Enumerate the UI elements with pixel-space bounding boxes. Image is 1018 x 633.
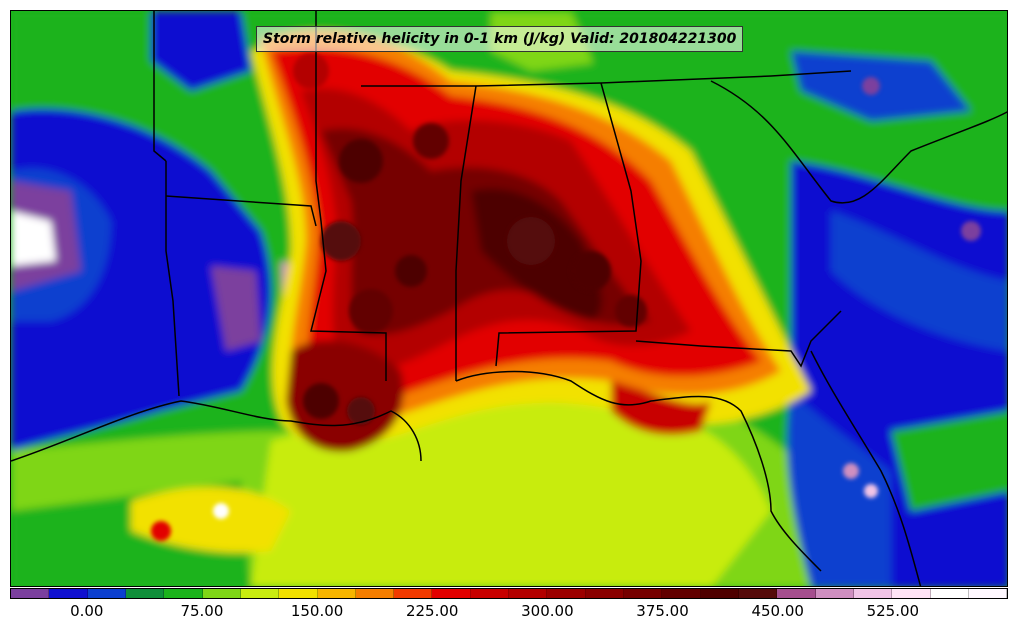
colorbar-segment [585, 589, 624, 598]
colorbar-segment [930, 589, 969, 598]
map-panel: Storm relative helicity in 0-1 km (J/kg)… [10, 10, 1008, 587]
colorbar-tick-label: 75.00 [180, 602, 224, 620]
colorbar-segment [662, 589, 701, 598]
colorbar-segment [470, 589, 510, 598]
helicity-field [11, 11, 1007, 586]
colorbar-segment [432, 589, 471, 598]
colorbar-segment [11, 589, 50, 598]
colorbar-segment [202, 589, 241, 598]
colorbar-segment [547, 589, 586, 598]
colorbar-segment [968, 589, 1008, 598]
colorbar-segment [777, 589, 816, 598]
colorbar-segment [164, 589, 203, 598]
map-title: Storm relative helicity in 0-1 km (J/kg)… [256, 26, 744, 52]
colorbar-segment [240, 589, 280, 598]
colorbar-segment [49, 589, 88, 598]
colorbar-segment [892, 589, 931, 598]
colorbar-segment [509, 589, 548, 598]
colorbar [10, 588, 1008, 599]
colorbar-segment [125, 589, 165, 598]
colorbar-tick-label: 375.00 [636, 602, 689, 620]
colorbar-labels: 0.00 75.00 150.00 225.00 300.00 375.00 450.00 5… [10, 602, 1008, 622]
colorbar-tick-label: 300.00 [521, 602, 574, 620]
colorbar-tick-label: 150.00 [290, 602, 344, 620]
colorbar-segment [700, 589, 739, 598]
colorbar-segment [738, 589, 778, 598]
colorbar-segment [624, 589, 663, 598]
colorbar-segment [87, 589, 126, 598]
colorbar-segment [279, 589, 318, 598]
colorbar-segment [815, 589, 854, 598]
colorbar-segment [355, 589, 395, 598]
colorbar-segment [317, 589, 356, 598]
colorbar-tick-label: 525.00 [866, 602, 920, 620]
colorbar-tick-label: 225.00 [405, 602, 459, 620]
colorbar-tick-label: 450.00 [751, 602, 804, 620]
colorbar-segment [394, 589, 433, 598]
colorbar-segment [853, 589, 893, 598]
colorbar-tick-label: 0.00 [70, 602, 104, 620]
state-boundaries [11, 11, 1007, 586]
helicity-map [11, 11, 1007, 586]
helicity-texture [151, 53, 981, 541]
